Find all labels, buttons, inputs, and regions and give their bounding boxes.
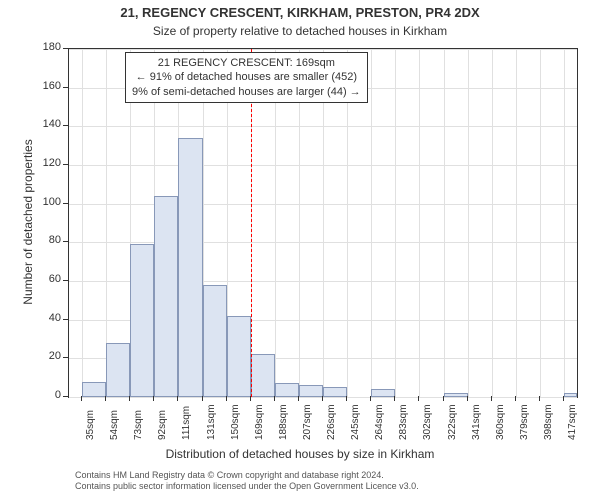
- xtick-label: 264sqm: [374, 404, 385, 440]
- xtick-label: 398sqm: [543, 404, 554, 440]
- ytick-label: 20: [33, 350, 61, 362]
- xtick-mark: [370, 396, 371, 401]
- histogram-bar: [371, 389, 395, 397]
- xtick-mark: [443, 396, 444, 401]
- ytick-mark: [63, 241, 68, 242]
- xtick-label: 207sqm: [302, 404, 313, 440]
- ytick-mark: [63, 396, 68, 397]
- chart-subtitle: Size of property relative to detached ho…: [0, 24, 600, 38]
- x-axis-label: Distribution of detached houses by size …: [0, 447, 600, 461]
- histogram-bar: [251, 354, 275, 397]
- ytick-mark: [63, 48, 68, 49]
- annotation-box: 21 REGENCY CRESCENT: 169sqm ← 91% of det…: [125, 52, 368, 103]
- xtick-label: 245sqm: [350, 404, 361, 440]
- xtick-label: 341sqm: [471, 404, 482, 440]
- xtick-label: 169sqm: [254, 404, 265, 440]
- ytick-mark: [63, 203, 68, 204]
- xtick-label: 111sqm: [181, 406, 192, 440]
- annotation-line3: 9% of semi-detached houses are larger (4…: [132, 85, 361, 99]
- annotation-line1: 21 REGENCY CRESCENT: 169sqm: [132, 56, 361, 70]
- ytick-label: 100: [33, 196, 61, 208]
- ytick-label: 120: [33, 157, 61, 169]
- histogram-bar: [203, 285, 227, 397]
- histogram-bar: [154, 196, 178, 397]
- ytick-mark: [63, 125, 68, 126]
- xtick-label: 322sqm: [447, 404, 458, 440]
- histogram-bar: [106, 343, 130, 397]
- xtick-mark: [515, 396, 516, 401]
- y-axis-label: Number of detached properties: [21, 122, 35, 322]
- xtick-mark: [105, 396, 106, 401]
- xtick-label: 379sqm: [519, 404, 530, 440]
- ytick-mark: [63, 319, 68, 320]
- xtick-label: 73sqm: [133, 410, 144, 440]
- ytick-mark: [63, 357, 68, 358]
- xtick-label: 360sqm: [495, 404, 506, 440]
- gridline: [395, 49, 396, 397]
- histogram-bar: [130, 244, 154, 397]
- ytick-mark: [63, 280, 68, 281]
- footer-line1: Contains HM Land Registry data © Crown c…: [75, 470, 419, 481]
- ytick-label: 0: [33, 389, 61, 401]
- histogram-bar: [82, 382, 106, 397]
- ytick-label: 80: [33, 234, 61, 246]
- xtick-mark: [322, 396, 323, 401]
- xtick-mark: [467, 396, 468, 401]
- gridline: [419, 49, 420, 397]
- histogram-bar: [227, 316, 251, 397]
- gridline: [69, 397, 577, 398]
- xtick-mark: [177, 396, 178, 401]
- chart-title: 21, REGENCY CRESCENT, KIRKHAM, PRESTON, …: [0, 5, 600, 20]
- xtick-label: 188sqm: [278, 404, 289, 440]
- footer-line2: Contains public sector information licen…: [75, 481, 419, 492]
- histogram-bar: [564, 393, 577, 397]
- ytick-label: 140: [33, 118, 61, 130]
- chart-container: 21, REGENCY CRESCENT, KIRKHAM, PRESTON, …: [0, 0, 600, 500]
- xtick-mark: [394, 396, 395, 401]
- gridline: [82, 49, 83, 397]
- xtick-mark: [250, 396, 251, 401]
- xtick-label: 417sqm: [567, 404, 578, 440]
- gridline: [564, 49, 565, 397]
- xtick-mark: [226, 396, 227, 401]
- histogram-bar: [299, 385, 323, 397]
- xtick-mark: [563, 396, 564, 401]
- xtick-mark: [129, 396, 130, 401]
- xtick-mark: [81, 396, 82, 401]
- histogram-bar: [275, 383, 299, 397]
- gridline: [540, 49, 541, 397]
- xtick-label: 35sqm: [85, 410, 96, 440]
- xtick-label: 92sqm: [157, 410, 168, 440]
- histogram-bar: [178, 138, 203, 397]
- histogram-bar: [323, 387, 347, 397]
- annotation-line2: ← 91% of detached houses are smaller (45…: [132, 70, 361, 84]
- footer: Contains HM Land Registry data © Crown c…: [75, 470, 419, 492]
- xtick-mark: [491, 396, 492, 401]
- gridline: [371, 49, 372, 397]
- xtick-label: 131sqm: [206, 404, 217, 440]
- ytick-mark: [63, 164, 68, 165]
- gridline: [468, 49, 469, 397]
- xtick-label: 226sqm: [326, 404, 337, 440]
- ytick-label: 40: [33, 312, 61, 324]
- ytick-mark: [63, 87, 68, 88]
- gridline: [492, 49, 493, 397]
- gridline: [516, 49, 517, 397]
- ytick-label: 60: [33, 273, 61, 285]
- xtick-mark: [202, 396, 203, 401]
- xtick-mark: [274, 396, 275, 401]
- gridline: [444, 49, 445, 397]
- xtick-label: 302sqm: [422, 404, 433, 440]
- xtick-mark: [418, 396, 419, 401]
- ytick-label: 160: [33, 80, 61, 92]
- xtick-mark: [539, 396, 540, 401]
- xtick-label: 54sqm: [109, 410, 120, 440]
- xtick-label: 283sqm: [398, 404, 409, 440]
- xtick-mark: [153, 396, 154, 401]
- histogram-bar: [444, 393, 468, 397]
- ytick-label: 180: [33, 41, 61, 53]
- xtick-mark: [346, 396, 347, 401]
- xtick-label: 150sqm: [230, 404, 241, 440]
- xtick-mark: [298, 396, 299, 401]
